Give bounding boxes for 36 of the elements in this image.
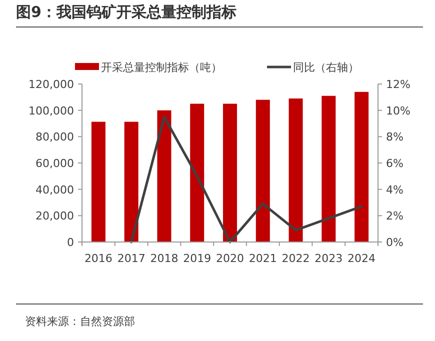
x-tick-label: 2020 xyxy=(216,252,244,265)
y2-tick-label: 0% xyxy=(386,236,404,249)
y-tick-label: 60,000 xyxy=(36,157,74,170)
y-tick-label: 100,000 xyxy=(28,104,74,118)
x-tick-label: 2019 xyxy=(183,252,212,265)
bar xyxy=(91,122,106,242)
bar xyxy=(288,98,303,242)
bar xyxy=(322,96,336,242)
x-tick-label: 2018 xyxy=(150,252,178,265)
bar xyxy=(223,104,237,242)
bar xyxy=(354,92,369,242)
bar xyxy=(256,100,270,242)
y2-tick-label: 8% xyxy=(386,130,404,144)
y2-tick-label: 2% xyxy=(386,210,404,223)
y-tick-label: 120,000 xyxy=(28,78,74,91)
x-tick-label: 2016 xyxy=(84,252,112,265)
x-tick-label: 2021 xyxy=(248,252,277,265)
bar xyxy=(190,104,204,242)
x-tick-label: 2023 xyxy=(314,252,343,265)
y-tick-label: 80,000 xyxy=(36,130,74,144)
legend-label: 开采总量控制指标（吨） xyxy=(101,61,222,74)
bar xyxy=(157,110,172,242)
x-tick-label: 2017 xyxy=(117,252,146,265)
y-tick-label: 40,000 xyxy=(36,183,74,196)
x-tick-label: 2024 xyxy=(348,252,376,265)
chart-title: 图9：我国钨矿开采总量控制指标 xyxy=(16,3,236,21)
y-tick-label: 20,000 xyxy=(36,210,74,223)
x-tick-label: 2022 xyxy=(282,252,310,265)
y2-tick-label: 12% xyxy=(386,78,410,91)
text: 资料来源：自然资源部 xyxy=(25,315,135,328)
y2-tick-label: 10% xyxy=(386,104,410,118)
y2-tick-label: 4% xyxy=(386,183,404,196)
y-tick-label: 0 xyxy=(67,236,74,249)
bar xyxy=(124,122,138,242)
legend-label: 同比（右轴） xyxy=(293,61,359,74)
y2-tick-label: 6% xyxy=(386,157,404,170)
